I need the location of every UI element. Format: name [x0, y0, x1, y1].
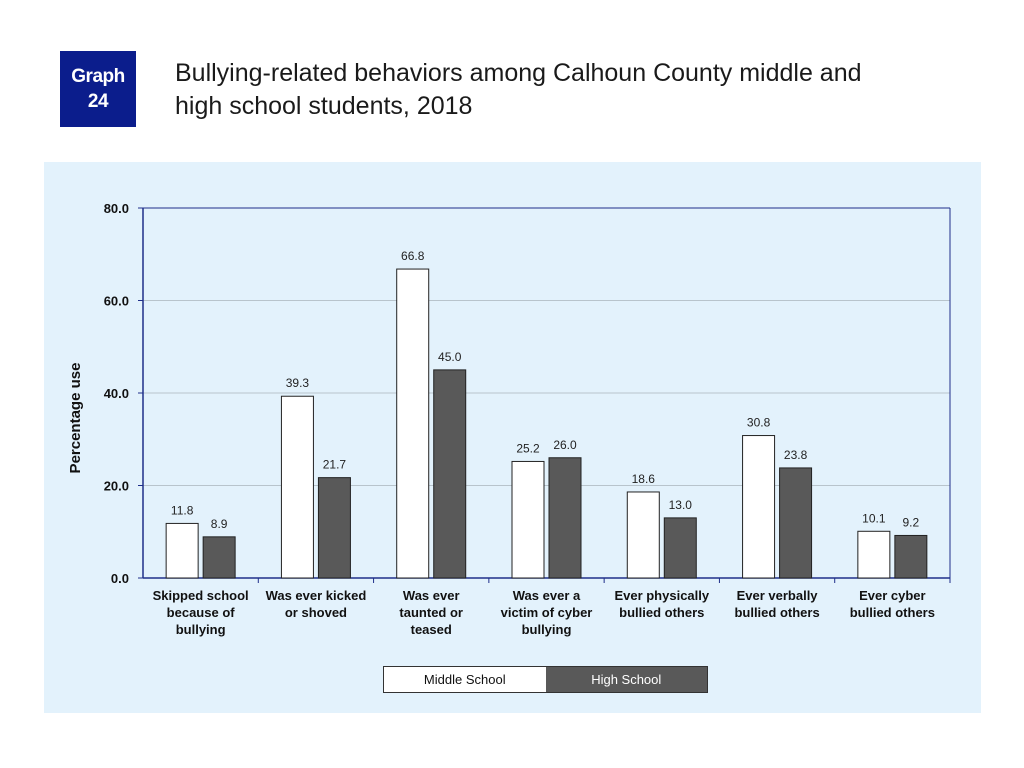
chart-legend: Middle School High School	[383, 666, 708, 693]
bar-high-school	[779, 467, 813, 579]
data-label-high-school: 9.2	[903, 515, 920, 529]
x-category-label: Was ever kicked	[266, 588, 367, 603]
x-category-label: victim of cyber	[501, 605, 593, 620]
data-label-middle-school: 11.8	[171, 503, 194, 517]
data-label-high-school: 21.7	[323, 458, 347, 472]
x-category-label: Ever verbally	[737, 588, 819, 603]
y-tick-label: 60.0	[104, 294, 129, 309]
bar-high-school	[548, 457, 582, 579]
x-category-label: teased	[411, 622, 452, 637]
x-category-label: taunted or	[399, 605, 463, 620]
data-label-middle-school: 66.8	[401, 249, 425, 263]
x-category-label: or shoved	[285, 605, 347, 620]
data-label-high-school: 45.0	[438, 350, 462, 364]
bar-high-school	[317, 477, 351, 579]
legend-label-high-school: High School	[591, 672, 662, 687]
x-category-label: bullied others	[619, 605, 704, 620]
legend-label-middle-school: Middle School	[423, 672, 506, 687]
x-category-label: bullied others	[734, 605, 819, 620]
x-category-label: Ever physically	[614, 588, 709, 603]
x-category-label: bullying	[176, 622, 226, 637]
x-category-label: because of	[167, 605, 236, 620]
data-label-middle-school: 10.1	[862, 511, 886, 525]
bar-middle-school	[742, 435, 776, 579]
y-axis-label: Percentage use	[67, 363, 84, 474]
x-category-label: Skipped school	[153, 588, 249, 603]
x-category-label: Was ever a	[513, 588, 581, 603]
bar-high-school	[202, 536, 236, 579]
x-category-label: Ever cyber	[859, 588, 926, 603]
bar-high-school	[433, 369, 467, 579]
bar-middle-school	[396, 268, 430, 579]
y-tick-label: 80.0	[104, 201, 129, 216]
y-tick-label: 0.0	[111, 571, 129, 586]
y-tick-label: 20.0	[104, 479, 129, 494]
x-category-label: Was ever	[403, 588, 460, 603]
badge-label: Graph	[71, 66, 125, 87]
data-label-high-school: 8.9	[211, 517, 228, 531]
data-label-middle-school: 18.6	[632, 472, 656, 486]
graph-number-badge: Graph 24	[60, 51, 136, 127]
x-category-label: bullying	[522, 622, 572, 637]
legend-item-middle-school: Middle School	[384, 667, 546, 692]
badge-number: 24	[87, 91, 109, 112]
bar-middle-school	[165, 522, 199, 579]
bar-middle-school	[857, 530, 891, 579]
data-label-high-school: 23.8	[784, 448, 808, 462]
page-title-line-2: high school students, 2018	[175, 92, 473, 120]
bar-middle-school	[626, 491, 660, 579]
bar-high-school	[894, 534, 928, 579]
data-label-middle-school: 25.2	[516, 441, 540, 455]
data-label-middle-school: 30.8	[747, 416, 771, 430]
data-label-high-school: 26.0	[553, 438, 577, 452]
bar-middle-school	[511, 460, 545, 579]
page-title: Bullying-related behaviors among Calhoun…	[175, 57, 975, 123]
data-label-middle-school: 39.3	[286, 376, 310, 390]
page-title-line-1: Bullying-related behaviors among Calhoun…	[175, 59, 862, 87]
legend-item-high-school: High School	[545, 667, 707, 692]
y-tick-label: 40.0	[104, 386, 129, 401]
data-label-high-school: 13.0	[669, 498, 693, 512]
bar-high-school	[663, 517, 697, 579]
bar-middle-school	[280, 395, 314, 579]
x-category-label: bullied others	[850, 605, 935, 620]
